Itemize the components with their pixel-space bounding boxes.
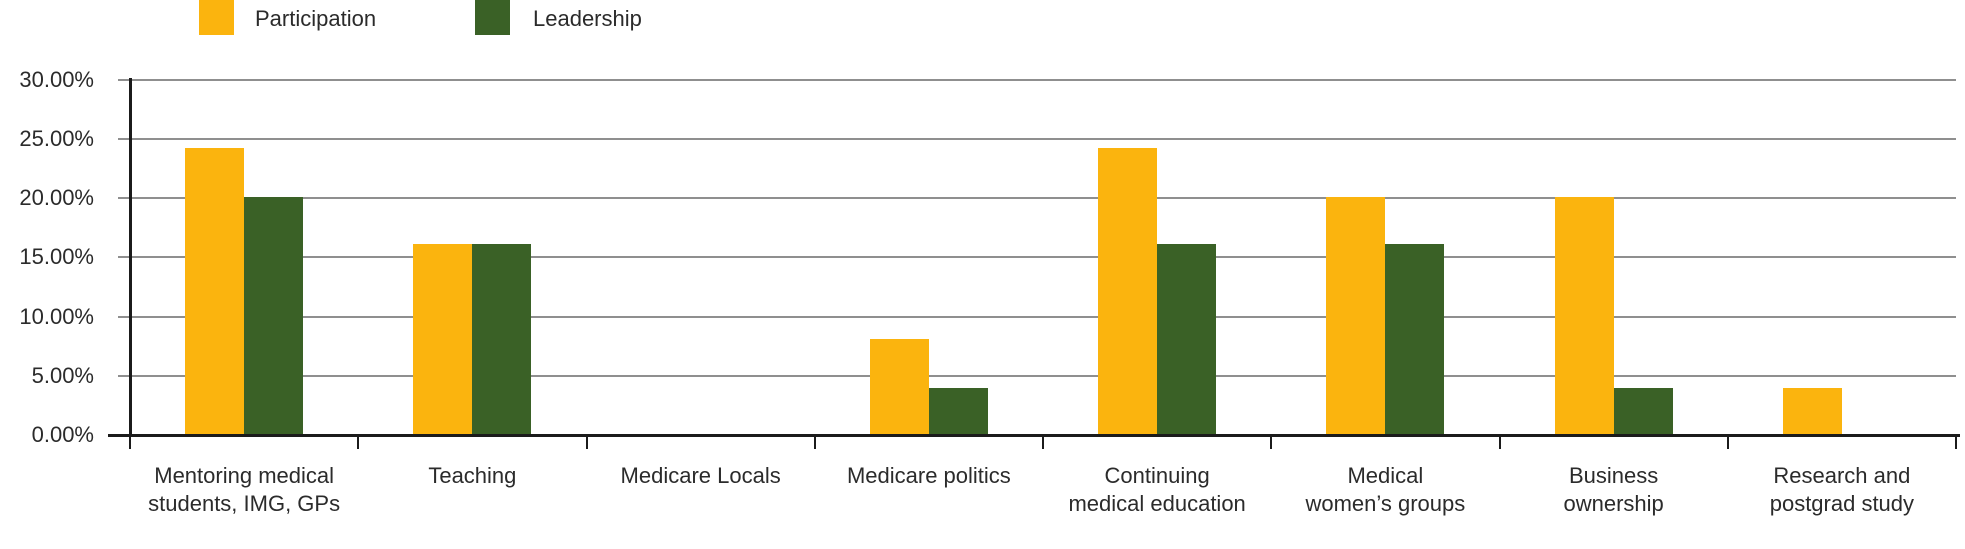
x-axis-baseline bbox=[108, 434, 1960, 437]
bar-leadership-3 bbox=[928, 387, 988, 435]
x-axis-tick-2 bbox=[585, 435, 588, 449]
x-category-label-line: Medicare politics bbox=[846, 463, 1011, 488]
bar-leadership-0 bbox=[244, 196, 304, 435]
bar-leadership-6 bbox=[1613, 387, 1673, 435]
x-category-label-line: Teaching bbox=[428, 463, 517, 488]
bar-leadership-4 bbox=[1157, 244, 1217, 435]
legend-label-participation: Participation bbox=[255, 6, 377, 31]
x-category-label-line: Mentoring medical bbox=[154, 463, 334, 488]
x-category-label-0: Mentoring medical students, IMG, GPs bbox=[115, 462, 373, 518]
y-axis-tick-label-15: 15.00% bbox=[19, 244, 94, 270]
y-axis-tick-label-0: 0.00% bbox=[31, 422, 94, 447]
bar-leadership-5 bbox=[1385, 244, 1445, 435]
x-category-label-2: Medicare Locals bbox=[572, 462, 830, 490]
x-category-label-line: Research and bbox=[1773, 463, 1911, 488]
x-category-label-line: women’s groups bbox=[1305, 491, 1466, 516]
x-axis-tick-7 bbox=[1726, 435, 1729, 449]
y-axis-spine bbox=[129, 77, 132, 437]
x-category-label-line: students, IMG, GPs bbox=[148, 491, 341, 516]
y-gridline-25 bbox=[118, 137, 1956, 140]
bar-participation-0 bbox=[185, 148, 245, 435]
x-category-label-4: Continuing medical education bbox=[1028, 462, 1286, 518]
y-axis-tick-label-5: 5.00% bbox=[31, 362, 94, 388]
y-axis-tick-label-25: 25.00% bbox=[19, 125, 94, 151]
y-gridline-15 bbox=[118, 256, 1956, 259]
x-category-label-1: Teaching bbox=[343, 462, 601, 490]
y-axis-tick-label-30: 30.00% bbox=[19, 66, 94, 92]
x-category-label-7: Research and postgrad study bbox=[1713, 462, 1965, 518]
y-gridline-20 bbox=[118, 197, 1956, 199]
x-category-label-5: Medical women’s groups bbox=[1256, 462, 1514, 518]
bar-participation-7 bbox=[1782, 387, 1842, 435]
legend-swatch-participation bbox=[199, 0, 234, 35]
y-gridline-5 bbox=[118, 374, 1956, 377]
bar-participation-4 bbox=[1098, 148, 1158, 435]
bar-participation-5 bbox=[1326, 196, 1386, 435]
x-category-label-line: medical education bbox=[1068, 491, 1246, 516]
x-axis-tick-1 bbox=[357, 435, 360, 449]
y-gridline-30 bbox=[118, 78, 1956, 81]
y-axis-tick-label-20: 20.00% bbox=[19, 185, 94, 210]
x-category-label-line: Business bbox=[1568, 463, 1659, 488]
legend-swatch-leadership bbox=[475, 0, 510, 35]
x-axis-tick-6 bbox=[1498, 435, 1501, 449]
x-axis-tick-4 bbox=[1042, 435, 1044, 449]
x-axis-tick-5 bbox=[1270, 435, 1273, 449]
x-category-label-line: Continuing bbox=[1104, 463, 1210, 488]
bar-leadership-1 bbox=[472, 244, 532, 435]
y-gridline-10 bbox=[118, 315, 1956, 318]
x-axis-tick-8 bbox=[1955, 435, 1957, 449]
x-category-label-line: Medicare Locals bbox=[620, 463, 781, 488]
legend-label-leadership: Leadership bbox=[533, 6, 642, 31]
bar-participation-3 bbox=[869, 339, 929, 435]
x-category-label-line: Medical bbox=[1347, 463, 1424, 488]
x-category-label-line: postgrad study bbox=[1769, 491, 1915, 516]
x-category-label-3: Medicare politics bbox=[800, 462, 1058, 490]
bar-participation-6 bbox=[1554, 196, 1614, 435]
y-axis-tick-label-10: 10.00% bbox=[19, 303, 94, 329]
x-category-label-line: ownership bbox=[1563, 491, 1664, 516]
bar-participation-1 bbox=[413, 244, 473, 435]
x-axis-tick-3 bbox=[813, 435, 816, 449]
x-category-label-6: Business ownership bbox=[1485, 462, 1743, 518]
x-axis-tick-0 bbox=[129, 435, 131, 449]
